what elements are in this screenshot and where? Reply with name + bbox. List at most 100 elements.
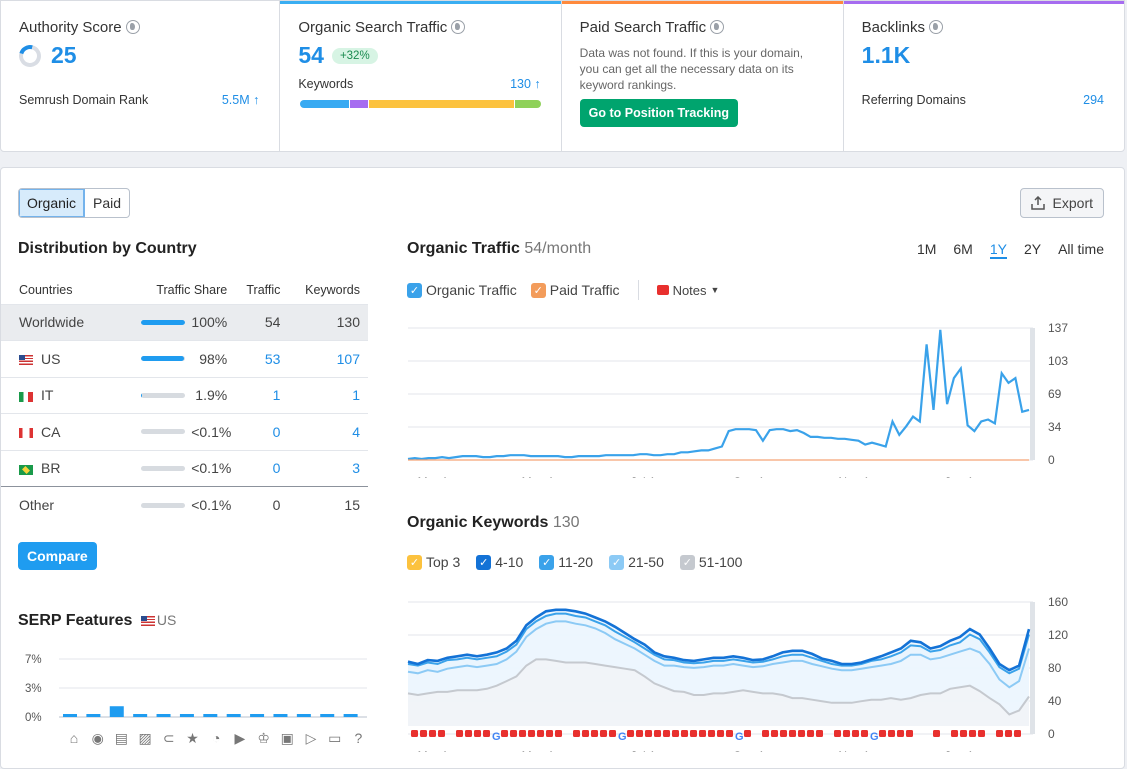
note-marker-icon[interactable] xyxy=(699,730,706,737)
range-1y[interactable]: 1Y xyxy=(989,241,1007,259)
note-marker-icon[interactable] xyxy=(906,730,913,737)
keywords-cell[interactable]: 3 xyxy=(288,449,368,487)
compare-button[interactable]: Compare xyxy=(18,542,97,570)
legend-checkbox-51-100[interactable]: ✓ xyxy=(679,554,695,570)
range-2y[interactable]: 2Y xyxy=(1023,241,1042,257)
note-marker-icon[interactable] xyxy=(582,730,589,737)
organic-keywords-chart[interactable]: 160 120 80 40 0 G G G G Mar 1 May 1 Jul 1 Sep 1 Nov 1… xyxy=(401,592,1091,752)
traffic-value[interactable]: 53 xyxy=(264,350,281,367)
serp-bar[interactable] xyxy=(86,714,101,717)
chat-icon[interactable]: ▭ xyxy=(328,730,341,746)
paid-traffic-checkbox[interactable]: ✓ xyxy=(530,282,546,298)
note-marker-icon[interactable] xyxy=(717,730,724,737)
note-marker-icon[interactable] xyxy=(744,730,751,737)
keywords-cell[interactable]: 107 xyxy=(288,340,368,377)
serp-bar[interactable] xyxy=(63,714,77,717)
note-marker-icon[interactable] xyxy=(960,730,967,737)
legend-checkbox-4-10[interactable]: ✓ xyxy=(476,554,492,570)
play-circle-icon[interactable]: ◔ xyxy=(212,730,220,746)
export-button[interactable]: Export xyxy=(1019,188,1104,218)
note-marker-icon[interactable] xyxy=(780,730,787,737)
keywords-cell[interactable]: 1 xyxy=(288,376,368,414)
range-all-time[interactable]: All time xyxy=(1058,241,1104,257)
note-marker-icon[interactable] xyxy=(429,730,436,737)
keywords-value[interactable]: 4 xyxy=(352,423,360,440)
notes-dropdown[interactable]: Notes ▼ xyxy=(656,283,719,298)
serp-bar[interactable] xyxy=(273,714,288,717)
note-marker-icon[interactable] xyxy=(654,730,661,737)
note-marker-icon[interactable] xyxy=(996,730,1003,737)
serp-bar[interactable] xyxy=(109,706,124,717)
note-marker-icon[interactable] xyxy=(690,730,697,737)
note-marker-icon[interactable] xyxy=(438,730,445,737)
note-marker-icon[interactable] xyxy=(546,730,553,737)
organic-search-traffic-card[interactable]: Organic Search Traffic 54 +32% Keywords … xyxy=(280,1,562,151)
traffic-cell[interactable]: 53 xyxy=(235,340,289,377)
note-marker-icon[interactable] xyxy=(951,730,958,737)
serp-bar[interactable] xyxy=(296,714,311,717)
note-marker-icon[interactable] xyxy=(852,730,859,737)
note-marker-icon[interactable] xyxy=(663,730,670,737)
keywords-value[interactable]: 3 xyxy=(352,460,360,477)
note-marker-icon[interactable] xyxy=(681,730,688,737)
note-marker-icon[interactable] xyxy=(897,730,904,737)
note-marker-icon[interactable] xyxy=(843,730,850,737)
country-row[interactable]: IT 1.9% 1 1 xyxy=(1,376,368,414)
note-marker-icon[interactable] xyxy=(816,730,823,737)
note-marker-icon[interactable] xyxy=(762,730,769,737)
country-row[interactable]: BR <0.1% 0 3 xyxy=(1,449,368,487)
chart-scroll-handle[interactable] xyxy=(1030,602,1035,734)
note-marker-icon[interactable] xyxy=(708,730,715,737)
note-marker-icon[interactable] xyxy=(1005,730,1012,737)
note-marker-icon[interactable] xyxy=(636,730,643,737)
range-1m[interactable]: 1M xyxy=(916,241,937,257)
note-marker-icon[interactable] xyxy=(474,730,481,737)
paid-toggle-button[interactable]: Paid xyxy=(93,195,122,211)
country-row[interactable]: US 98% 53 107 xyxy=(1,340,368,377)
go-to-position-tracking-button[interactable]: Go to Position Tracking xyxy=(579,99,738,127)
authority-score-card[interactable]: Authority Score 25 Semrush Domain Rank 5… xyxy=(1,1,281,151)
note-marker-icon[interactable] xyxy=(888,730,895,737)
note-marker-icon[interactable] xyxy=(591,730,598,737)
keywords-value[interactable]: 107 xyxy=(336,350,360,367)
traffic-cell[interactable]: 0 xyxy=(235,449,289,487)
document-icon[interactable]: ▤ xyxy=(115,730,128,746)
note-marker-icon[interactable] xyxy=(645,730,652,737)
note-marker-icon[interactable] xyxy=(771,730,778,737)
organic-toggle-button[interactable]: Organic xyxy=(19,189,86,217)
play-icon[interactable]: ▷ xyxy=(306,730,317,746)
serp-bar[interactable] xyxy=(250,714,265,717)
star-icon[interactable]: ★ xyxy=(186,730,199,746)
serp-bar[interactable] xyxy=(179,714,194,717)
serp-bar[interactable] xyxy=(156,714,171,717)
note-marker-icon[interactable] xyxy=(456,730,463,737)
keywords-cell[interactable]: 4 xyxy=(288,413,368,450)
note-marker-icon[interactable] xyxy=(672,730,679,737)
backlinks-value[interactable]: 1.1K xyxy=(861,42,911,68)
keywords-value[interactable]: 130 ↑ xyxy=(510,77,541,91)
keywords-value[interactable]: 1 xyxy=(352,387,360,404)
link-icon[interactable]: ⊂ xyxy=(163,730,175,746)
domain-rank-value[interactable]: 5.5M ↑ xyxy=(221,93,260,107)
country-row[interactable]: Other <0.1% 0 15 xyxy=(1,486,368,523)
graduation-cap-icon[interactable]: ⌂ xyxy=(70,730,78,746)
traffic-value[interactable]: 1 xyxy=(272,387,281,404)
note-marker-icon[interactable] xyxy=(519,730,526,737)
google-update-icon[interactable]: G xyxy=(870,731,879,743)
map-pin-icon[interactable]: ◉ xyxy=(92,730,104,746)
referring-domains-value[interactable]: 294 xyxy=(1083,93,1104,107)
legend-checkbox-21-50[interactable]: ✓ xyxy=(609,554,625,570)
note-marker-icon[interactable] xyxy=(600,730,607,737)
note-marker-icon[interactable] xyxy=(528,730,535,737)
serp-bar[interactable] xyxy=(226,714,241,717)
legend-checkbox-11-20[interactable]: ✓ xyxy=(539,554,555,570)
note-marker-icon[interactable] xyxy=(879,730,886,737)
note-marker-icon[interactable] xyxy=(861,730,868,737)
traffic-value[interactable]: 0 xyxy=(272,460,281,477)
note-marker-icon[interactable] xyxy=(978,730,985,737)
google-update-icon[interactable]: G xyxy=(618,731,627,743)
serp-bar[interactable] xyxy=(343,714,358,717)
organic-traffic-checkbox[interactable]: ✓ xyxy=(407,282,422,298)
picture-icon[interactable]: ▣ xyxy=(281,730,294,746)
note-marker-icon[interactable] xyxy=(726,730,733,737)
